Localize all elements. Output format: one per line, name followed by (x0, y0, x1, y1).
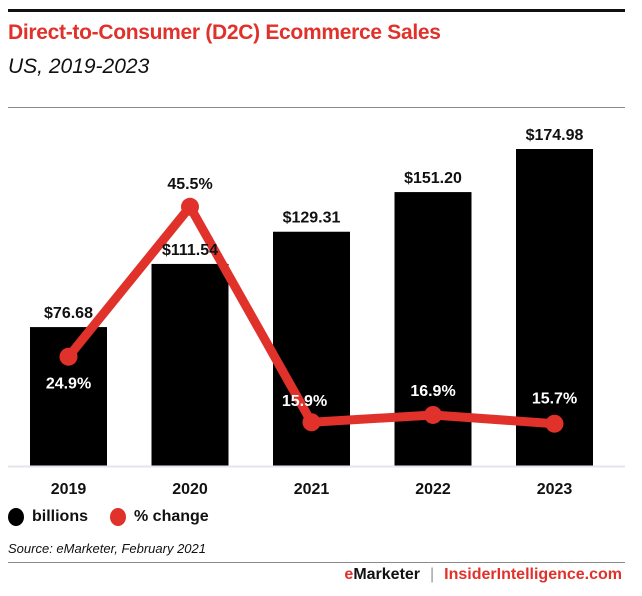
pct-change-label-2022: 16.9% (410, 383, 455, 400)
pct-change-point-2019 (59, 347, 78, 366)
bar-value-label-2022: $151.20 (404, 170, 462, 187)
legend-label-billions: billions (32, 508, 88, 525)
brand-insiderintelligence: InsiderIntelligence.com (444, 566, 622, 583)
pct-change-label-2023: 15.7% (532, 391, 577, 408)
chart-area: $76.68 2019 $111.54 2020 $129.31 2021 $151.20 2… (8, 127, 625, 498)
pct-change-point-2022 (424, 405, 442, 424)
x-tick-label-2021: 2021 (294, 481, 330, 498)
brand-emarketer: eMarketer (344, 566, 421, 583)
source-note: Source: eMarketer, February 2021 (8, 541, 206, 556)
bar-value-label-2023: $174.98 (526, 127, 584, 144)
labels-layer: $76.68 2019 $111.54 2020 $129.31 2021 $151.20 2… (44, 127, 583, 498)
bar-2022 (394, 192, 472, 466)
chart-title: Direct-to-Consumer (D2C) Ecommerce Sales (8, 21, 441, 44)
legend-label-pct-change: % change (134, 508, 209, 525)
pct-change-label-2020: 45.5% (167, 176, 212, 193)
bar-value-label-2019: $76.68 (44, 305, 93, 322)
footer-divider (8, 562, 625, 563)
bar-2023 (516, 149, 593, 466)
bar-value-label-2020: $111.54 (162, 242, 218, 259)
footer-branding: eMarketer | InsiderIntelligence.com (344, 566, 622, 584)
x-tick-label-2019: 2019 (51, 481, 87, 498)
legend-swatch-billions (8, 508, 24, 526)
x-tick-label-2023: 2023 (537, 481, 573, 498)
header-divider (8, 107, 625, 108)
x-tick-label-2022: 2022 (415, 481, 451, 498)
pct-change-label-2019: 24.9% (46, 376, 91, 393)
footer-separator: | (430, 566, 435, 583)
x-tick-label-2020: 2020 (172, 481, 208, 498)
pct-change-point-2023 (545, 414, 564, 433)
pct-change-point-2020 (181, 197, 199, 216)
pct-change-label-2021: 15.9% (282, 393, 327, 410)
legend-item-pct-change: % change (110, 508, 209, 526)
line-layer (59, 197, 564, 433)
legend-item-billions: billions (8, 508, 88, 526)
legend-swatch-pct-change (110, 508, 126, 526)
bar-value-label-2021: $129.31 (283, 210, 341, 227)
top-rule (8, 9, 625, 12)
chart-subtitle: US, 2019-2023 (8, 55, 150, 78)
bar-2020 (151, 263, 229, 466)
pct-change-point-2021 (302, 413, 321, 432)
legend: billions % change (8, 508, 231, 526)
